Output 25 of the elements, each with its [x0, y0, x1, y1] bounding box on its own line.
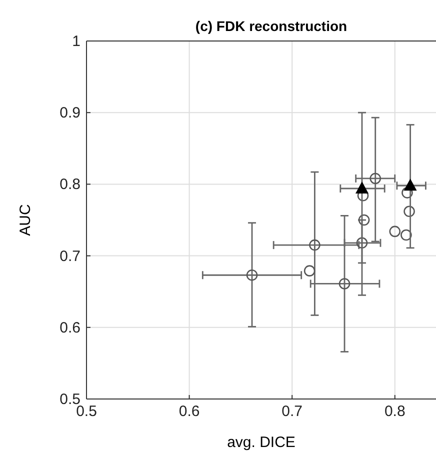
x-tick-label: 0.8	[384, 403, 406, 420]
y-tick-label: 0.8	[60, 176, 80, 194]
y-tick-label: 0.9	[60, 104, 80, 122]
point	[389, 226, 401, 238]
x-axis-title: avg. DICE	[227, 434, 296, 451]
point	[370, 172, 381, 184]
y-axis-title: AUC	[17, 204, 34, 236]
point	[246, 269, 258, 281]
y-tick-label: 0.6	[60, 319, 80, 336]
point	[304, 265, 316, 276]
chart-title: (c) FDK reconstruction	[195, 18, 348, 34]
x-tick-label: 0.6	[178, 403, 200, 420]
point	[309, 239, 320, 251]
point	[355, 181, 368, 194]
point	[356, 237, 368, 249]
point	[404, 206, 415, 218]
x-tick-label: 0.7	[282, 403, 303, 420]
point	[358, 214, 370, 226]
point	[338, 278, 350, 290]
point	[402, 187, 413, 198]
y-tick-label: 1	[72, 33, 80, 50]
y-tick-label: 0.7	[60, 248, 80, 265]
point	[400, 229, 412, 241]
x-tick-label: 0.5	[76, 403, 97, 420]
point	[404, 178, 417, 191]
